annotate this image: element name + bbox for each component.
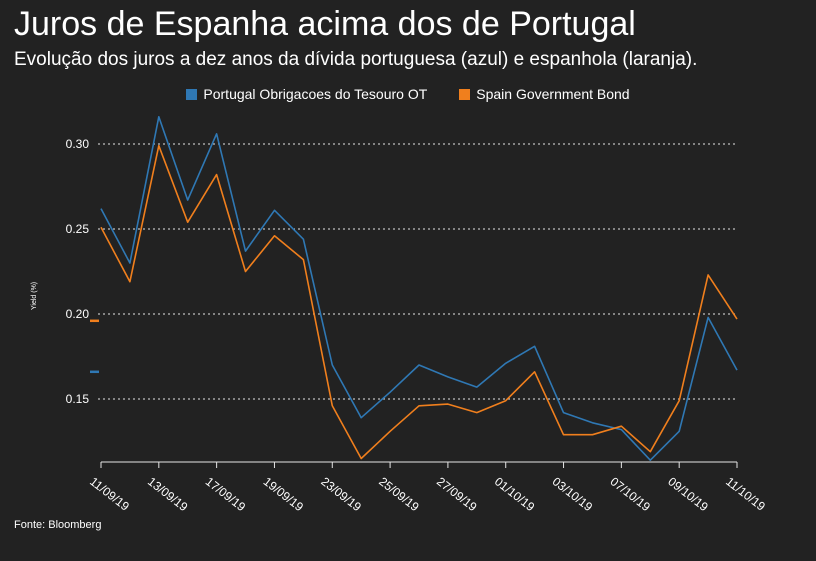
legend-swatch-spain bbox=[459, 88, 471, 100]
series-line-portugal bbox=[100, 116, 738, 462]
x-axis: 11/09/19 13/09/19 17/09/19 19/09/19 23/09/19… bbox=[87, 461, 768, 514]
y-tick-label: 0.20 bbox=[66, 307, 90, 321]
x-tick-label: 11/09/19 bbox=[87, 474, 132, 513]
legend-item-spain: Spain Government Bond bbox=[459, 85, 630, 103]
y-axis-ticks: 0.15 0.20 0.25 0.30 bbox=[66, 137, 90, 406]
legend-label-spain: Spain Government Bond bbox=[476, 86, 630, 102]
last-value-markers bbox=[90, 319, 99, 374]
grid-lines bbox=[98, 143, 737, 400]
y-tick-label: 0.15 bbox=[66, 392, 90, 406]
chart-title: Juros de Espanha acima dos de Portugal bbox=[14, 5, 636, 43]
x-tick-label: 27/09/19 bbox=[434, 474, 480, 514]
x-tick-label: 01/10/19 bbox=[492, 474, 538, 514]
x-tick-label: 09/10/19 bbox=[665, 474, 711, 514]
x-tick-label: 23/09/19 bbox=[318, 474, 364, 514]
series-lines bbox=[100, 116, 738, 462]
x-tick-label: 25/09/19 bbox=[376, 474, 422, 514]
x-tick-label: 07/10/19 bbox=[608, 474, 654, 514]
legend-swatch-portugal bbox=[186, 88, 198, 100]
x-tick-label: 17/09/19 bbox=[203, 474, 249, 514]
x-tick-label: 19/09/19 bbox=[261, 474, 307, 514]
x-tick-label: 11/10/19 bbox=[723, 474, 768, 513]
source-note: Fonte: Bloomberg bbox=[14, 519, 102, 531]
y-tick-label: 0.25 bbox=[66, 222, 90, 236]
y-tick-label: 0.30 bbox=[66, 137, 90, 151]
legend-item-portugal: Portugal Obrigacoes do Tesouro OT bbox=[186, 85, 427, 103]
legend: Portugal Obrigacoes do Tesouro OT Spain … bbox=[0, 85, 816, 103]
x-tick-label: 03/10/19 bbox=[550, 474, 596, 514]
x-tick-label: 13/09/19 bbox=[145, 474, 191, 514]
y-axis-label: Yield (%) bbox=[31, 282, 38, 310]
series-line-spain bbox=[100, 144, 738, 460]
legend-label-portugal: Portugal Obrigacoes do Tesouro OT bbox=[203, 86, 428, 102]
chart-subtitle: Evolução dos juros a dez anos da dívida … bbox=[14, 49, 698, 70]
